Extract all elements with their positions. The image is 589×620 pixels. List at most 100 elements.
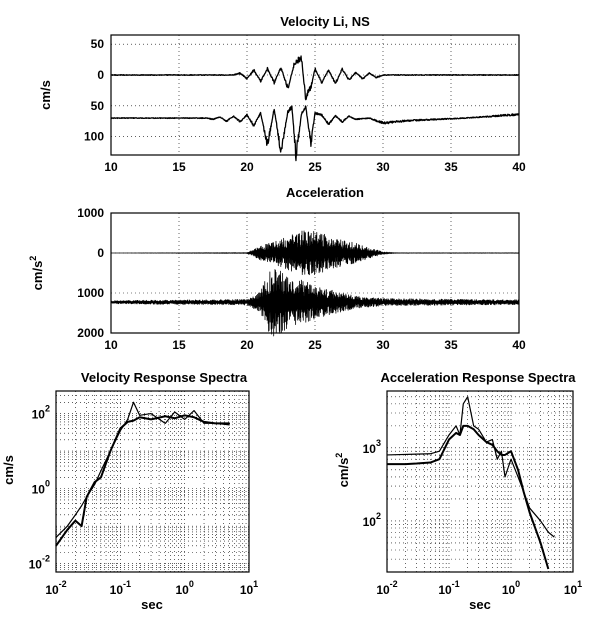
x-tick-exponent: -2 xyxy=(59,579,67,589)
x-tick-label: 10-1 xyxy=(438,579,459,597)
velocity-x-ticks: 10 15 20 25 30 35 40 xyxy=(104,160,526,174)
y-tick-exponent: 3 xyxy=(376,438,381,448)
acceleration-y-ticks: 1000 0 1000 2000 xyxy=(77,206,104,340)
y-tick-label: 100 xyxy=(84,130,104,144)
y-tick-label: 1000 xyxy=(77,286,104,300)
x-tick-base: 10 xyxy=(45,583,59,597)
acceleration-spectra-xlabel: sec xyxy=(469,597,491,612)
x-tick-base: 10 xyxy=(564,583,578,597)
x-tick-base: 10 xyxy=(175,583,189,597)
x-tick-label: 40 xyxy=(512,338,526,352)
acceleration-title: Acceleration xyxy=(286,185,364,200)
velocity-spectra-plot-frame xyxy=(55,390,250,573)
x-tick-exponent: 1 xyxy=(253,579,258,589)
y-tick-label: 0 xyxy=(97,68,104,82)
y-tick-label: 1000 xyxy=(77,206,104,220)
velocity-series xyxy=(110,55,520,162)
velocity-spectra-ylabel: cm/s xyxy=(1,455,16,485)
velocity-spectra-grid xyxy=(56,391,249,572)
velocity-y-ticks: 50 0 50 100 xyxy=(84,37,104,143)
x-tick-label: 15 xyxy=(172,338,186,352)
x-tick-label: 15 xyxy=(172,160,186,174)
velocity-title: Velocity Li, NS xyxy=(280,14,370,29)
acceleration-spectra-ylabel-main: cm/s xyxy=(336,458,351,488)
x-tick-exponent: -1 xyxy=(452,579,460,589)
x-tick-label: 30 xyxy=(376,338,390,352)
acceleration-spectra-series xyxy=(386,396,555,570)
x-tick-label: 10-2 xyxy=(376,579,397,597)
x-tick-exponent: 1 xyxy=(577,579,582,589)
y-tick-base: 10 xyxy=(363,515,377,529)
acceleration-panel: Acceleration 10 15 20 25 30 35 40 1000 0 1000 200… xyxy=(28,185,526,352)
velocity-spectra-series xyxy=(55,401,230,547)
x-tick-label: 20 xyxy=(240,160,254,174)
y-tick-label: 0 xyxy=(97,246,104,260)
y-tick-exponent: -2 xyxy=(42,554,50,564)
x-tick-exponent: 0 xyxy=(515,579,520,589)
series-line-1 xyxy=(386,396,555,538)
acceleration-spectra-panel: Acceleration Response Spectra 10-2 10-1 10… xyxy=(334,370,582,612)
series-line-1 xyxy=(110,230,520,276)
x-tick-label: 35 xyxy=(444,338,458,352)
y-tick-label: 103 xyxy=(363,438,381,456)
x-tick-label: 10 xyxy=(104,338,118,352)
y-tick-base: 10 xyxy=(32,483,46,497)
x-tick-label: 25 xyxy=(308,338,322,352)
x-tick-exponent: -2 xyxy=(390,579,398,589)
velocity-plot-frame xyxy=(110,34,520,156)
acceleration-spectra-title: Acceleration Response Spectra xyxy=(380,370,576,385)
velocity-panel: Velocity Li, NS 10 15 20 25 30 35 40 50050100 … xyxy=(38,14,526,174)
acceleration-spectra-x-ticks: 10-2 10-1 100 101 xyxy=(376,579,582,597)
velocity-spectra-xlabel: sec xyxy=(141,597,163,612)
series-line-2 xyxy=(110,105,520,162)
x-tick-base: 10 xyxy=(110,583,124,597)
y-tick-label: 2000 xyxy=(77,326,104,340)
x-tick-label: 10 xyxy=(104,160,118,174)
x-tick-label: 30 xyxy=(376,160,390,174)
x-tick-label: 20 xyxy=(240,338,254,352)
y-tick-base: 10 xyxy=(363,442,377,456)
velocity-spectra-panel: Velocity Response Spectra 10-2 10-1 100 101… xyxy=(1,370,258,612)
y-tick-label: 100 xyxy=(32,479,50,497)
velocity-spectra-title: Velocity Response Spectra xyxy=(81,370,248,385)
x-tick-label: 10-1 xyxy=(110,579,131,597)
x-tick-label: 35 xyxy=(444,160,458,174)
y-tick-label: 50 xyxy=(91,37,105,51)
y-tick-base: 10 xyxy=(29,558,43,572)
acceleration-spectra-ylabel: cm/s2 xyxy=(334,453,351,488)
series-line-1 xyxy=(110,55,520,101)
series-line-2 xyxy=(110,269,520,337)
acceleration-series xyxy=(110,230,520,337)
series-line-2 xyxy=(387,424,550,570)
acceleration-spectra-ylabel-sup: 2 xyxy=(334,453,344,458)
y-tick-label: 10-2 xyxy=(29,554,50,572)
y-tick-exponent: 0 xyxy=(45,479,50,489)
y-tick-label: 102 xyxy=(32,404,50,422)
velocity-spectra-x-ticks: 10-2 10-1 100 101 xyxy=(45,579,258,597)
x-tick-base: 10 xyxy=(240,583,254,597)
x-tick-base: 10 xyxy=(376,583,390,597)
x-tick-label: 101 xyxy=(240,579,258,597)
acceleration-ylabel-sup: 2 xyxy=(28,256,38,261)
x-tick-label: 40 xyxy=(512,160,526,174)
acceleration-plot-frame xyxy=(110,212,520,334)
acceleration-x-ticks: 10 15 20 25 30 35 40 xyxy=(104,338,526,352)
x-tick-exponent: -1 xyxy=(123,579,131,589)
y-tick-base: 10 xyxy=(32,408,46,422)
x-tick-base: 10 xyxy=(438,583,452,597)
acceleration-spectra-plot-frame xyxy=(386,390,574,573)
x-tick-label: 100 xyxy=(502,579,520,597)
series-line-1 xyxy=(55,401,230,538)
x-tick-base: 10 xyxy=(502,583,516,597)
acceleration-spectra-grid xyxy=(387,391,573,572)
velocity-ylabel: cm/s xyxy=(38,80,53,110)
x-tick-label: 100 xyxy=(175,579,193,597)
y-tick-exponent: 2 xyxy=(45,404,50,414)
x-tick-label: 10-2 xyxy=(45,579,66,597)
acceleration-ylabel-main: cm/s xyxy=(30,261,45,291)
y-tick-exponent: 2 xyxy=(376,511,381,521)
x-tick-exponent: 0 xyxy=(189,579,194,589)
